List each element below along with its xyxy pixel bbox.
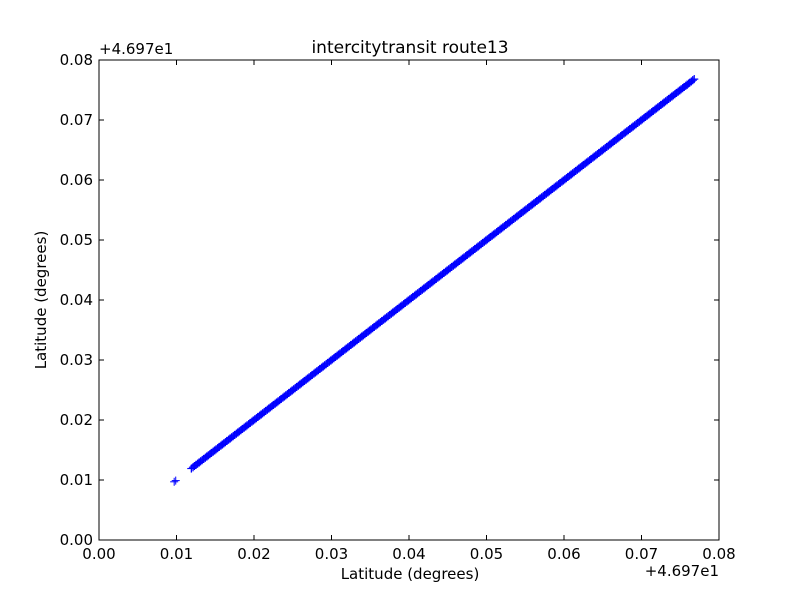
x-axis-label: Latitude (degrees)	[341, 565, 480, 583]
x-tick-label: 0.04	[392, 545, 425, 563]
x-tick-label: 0.02	[237, 545, 270, 563]
y-tick-label: 0.06	[60, 171, 93, 189]
y-tick-label: 0.08	[60, 51, 93, 69]
y-tick-label: 0.05	[60, 231, 93, 249]
x-tick-label: 0.00	[82, 545, 115, 563]
x-tick-label: 0.07	[625, 545, 658, 563]
y-offset-label: +4.697e1	[99, 40, 173, 58]
x-tick-label: 0.06	[547, 545, 580, 563]
data-point	[688, 76, 697, 85]
data-point	[690, 75, 699, 84]
data-point	[170, 477, 179, 486]
x-tick-label: 0.01	[160, 545, 193, 563]
data-markers	[170, 75, 699, 486]
x-tick-label: 0.08	[702, 545, 735, 563]
y-tick-label: 0.00	[60, 531, 93, 549]
y-tick-label: 0.02	[60, 411, 93, 429]
x-offset-label: +4.697e1	[645, 562, 719, 580]
y-tick-label: 0.01	[60, 471, 93, 489]
y-axis-label: Latitude (degrees)	[32, 231, 50, 370]
data-point	[171, 476, 180, 485]
y-tick-label: 0.07	[60, 111, 93, 129]
axis-ticks: 0.00 0.01 0.02 0.03 0.04 0.05 0.06 0.07 0.08 0.00…	[60, 51, 736, 563]
y-tick-label: 0.04	[60, 291, 93, 309]
x-tick-label: 0.03	[315, 545, 348, 563]
plot-frame	[98, 59, 720, 541]
y-tick-label: 0.03	[60, 351, 93, 369]
x-tick-label: 0.05	[470, 545, 503, 563]
chart-title: intercitytransit route13	[311, 38, 508, 58]
